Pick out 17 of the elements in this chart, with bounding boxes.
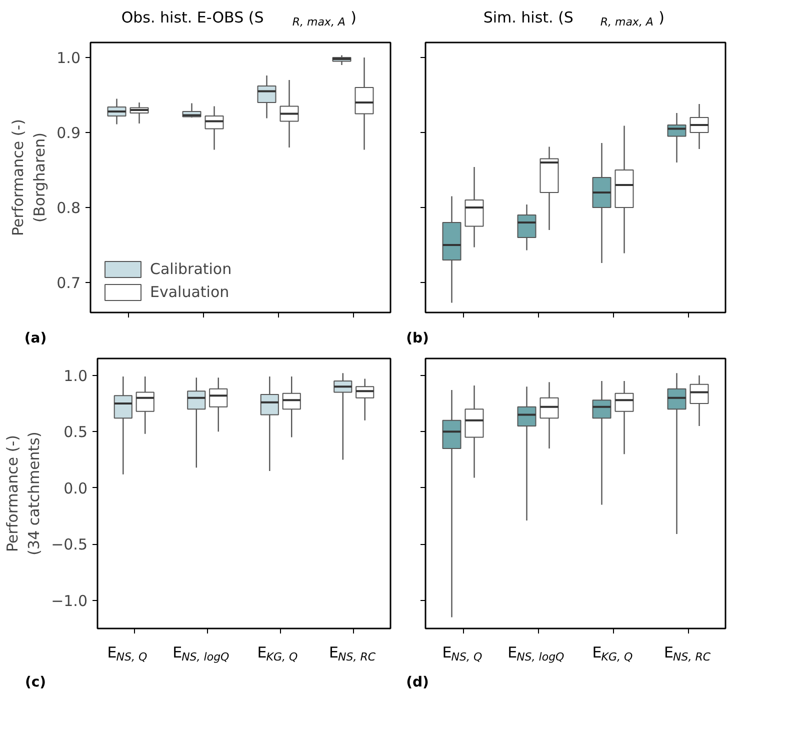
legend-label: Evaluation [150, 283, 230, 301]
text: (a) [24, 330, 47, 346]
y-tick-label: 0.0 [64, 479, 88, 498]
text: (b) [406, 330, 429, 346]
y-tick-label: −0.5 [51, 536, 88, 554]
y-tick-label: 0.7 [56, 274, 81, 292]
text: (c) [24, 674, 46, 690]
y-axis-title: Performance (-) (34 catchments) [3, 432, 44, 556]
legend-label: Calibration [150, 260, 232, 278]
text: (d) [406, 674, 429, 690]
y-axis-title: Performance (-) (Borgharen) [9, 119, 49, 236]
y-tick-label: 0.8 [56, 199, 81, 217]
y-tick-label: 0.9 [56, 124, 81, 142]
y-tick-label: 1.0 [56, 49, 81, 67]
y-tick-label: 0.5 [64, 423, 88, 442]
y-tick-label: −1.0 [51, 592, 88, 610]
y-tick-label: 1.0 [64, 366, 88, 385]
